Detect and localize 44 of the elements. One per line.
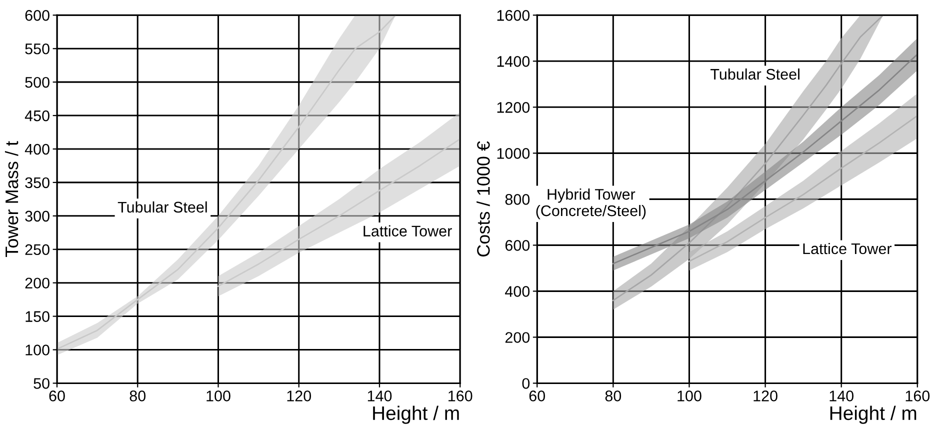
x-tick-label: 60 (529, 390, 546, 402)
series-label: Tubular Steel (710, 68, 800, 80)
y-tick-label: 0 (522, 378, 530, 389)
y-tick-label: 250 (25, 244, 50, 256)
y-tick-label: 300 (25, 210, 50, 222)
line-series (218, 138, 460, 287)
y-tick-label: 500 (25, 76, 50, 88)
series-label: Lattice Tower (364, 225, 452, 236)
x-tick-label: 160 (906, 390, 930, 402)
x-tick-label: 160 (448, 390, 472, 402)
text: Lattice Tower (803, 242, 892, 254)
x-tick-label: 60 (49, 390, 65, 402)
y-tick-label: 350 (25, 177, 50, 188)
x-tick-label: 120 (287, 390, 312, 402)
series-label: Tubular Steel (118, 201, 207, 213)
y-axis-title: Costs / 1000 € (476, 141, 490, 256)
y-tick-label: 600 (505, 240, 530, 251)
y-tick-label: 150 (26, 311, 50, 322)
y-tick-label: 400 (24, 144, 50, 155)
x-tick-label: 80 (130, 390, 146, 402)
y-tick-label: 600 (25, 10, 50, 21)
y-tick-label: 1600 (497, 10, 530, 21)
y-tick-label: 800 (505, 194, 530, 205)
x-axis-title: Height / m (373, 406, 459, 424)
x-axis-title: Height / m (830, 406, 916, 424)
y-tick-label: 1400 (497, 56, 530, 67)
y-tick-label: 50 (34, 378, 50, 389)
x-tick-label: 80 (605, 390, 622, 402)
y-tick-label: 450 (24, 110, 50, 122)
y-tick-label: 200 (25, 278, 50, 289)
y-tick-label: 100 (26, 344, 50, 356)
y-tick-label: 550 (25, 43, 50, 54)
line-series (688, 114, 918, 262)
x-tick-label: 140 (830, 390, 854, 402)
y-tick-label: 200 (505, 332, 530, 343)
x-tick-label: 100 (678, 390, 702, 402)
y-axis-title: Tower Mass / t (4, 141, 18, 257)
y-tick-label: 400 (505, 286, 530, 297)
x-tick-label: 120 (754, 390, 778, 402)
x-tick-label: 100 (206, 390, 230, 402)
y-tick-label: 1000 (497, 148, 530, 159)
y-tick-label: 1200 (497, 102, 530, 113)
x-tick-label: 140 (368, 390, 392, 402)
series-label: Hybrid Tower (Concrete/Steel) (536, 188, 646, 220)
